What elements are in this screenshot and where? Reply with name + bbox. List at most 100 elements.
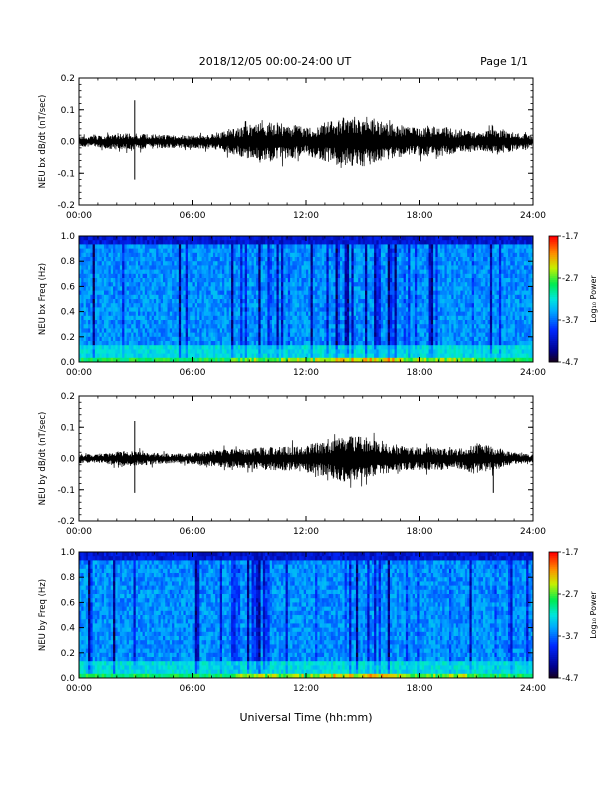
spectrogram-cell: [224, 332, 227, 338]
spectrogram-cell: [212, 240, 216, 245]
spectrogram-cell: [330, 236, 334, 241]
spectrogram-cell: [224, 328, 227, 333]
spectrogram-cell: [174, 236, 178, 241]
spectrogram-cell: [228, 248, 232, 254]
spectrogram-cell: [194, 236, 198, 241]
spectrogram-cell: [303, 252, 307, 258]
spectrogram-cell: [140, 341, 143, 346]
spectrogram-cell: [276, 236, 280, 241]
spectrogram-cell: [269, 244, 273, 249]
spectrogram-cell: [128, 299, 132, 304]
spectrogram-cell: [144, 252, 148, 258]
spectrogram-cell: [142, 324, 146, 329]
spectrogram-cell: [160, 336, 164, 342]
spectrogram-cell: [212, 349, 216, 354]
spectrogram-cell: [115, 336, 118, 342]
spectrogram-cell: [156, 320, 159, 325]
spectrogram-cell: [151, 320, 155, 325]
spectrogram-cell: [133, 320, 137, 325]
spectrogram-cell: [267, 248, 271, 254]
spectrogram-cell: [149, 269, 153, 275]
spectrogram-cell: [85, 345, 89, 350]
spectrogram-cell: [312, 332, 316, 338]
spectrogram-cell: [355, 341, 359, 346]
spectrogram-cell: [194, 353, 198, 359]
spectrogram-cell: [299, 273, 302, 279]
spectrogram-cell: [219, 324, 223, 329]
spectrogram-cell: [101, 286, 105, 291]
spectrogram-cell: [319, 282, 323, 287]
spectrogram-cell: [439, 294, 443, 300]
spectrogram-cell: [224, 269, 227, 275]
spectrogram-cell: [138, 290, 141, 296]
spectrogram-cell: [340, 290, 343, 296]
spectrogram-cell: [185, 328, 189, 333]
spectrogram-cell: [335, 236, 339, 241]
spectrogram-cell: [210, 320, 214, 325]
spectrogram-cell: [110, 236, 114, 241]
spectrogram-cell: [122, 311, 125, 317]
spectrogram-cell: [349, 240, 352, 245]
spectrogram-cell: [439, 307, 443, 312]
spectrogram-cell: [383, 332, 386, 338]
spectrogram-cell: [367, 286, 370, 291]
spectrogram-cell: [417, 307, 420, 312]
spectrogram-cell: [253, 324, 257, 329]
spectrogram-cell: [156, 341, 159, 346]
spectrogram-cell: [326, 248, 330, 254]
spectrogram-cell: [253, 345, 257, 350]
spectrogram-cell: [83, 336, 87, 342]
spectrogram-cell: [81, 261, 84, 266]
spectrogram-cell: [210, 307, 214, 312]
spectrogram-cell: [158, 265, 162, 270]
spectrogram-cell: [315, 269, 318, 275]
spectrogram-cell: [439, 252, 443, 258]
spectrogram-cell: [324, 282, 327, 287]
spectrogram-cell: [201, 307, 205, 312]
spectrogram-cell: [358, 336, 361, 342]
spectrogram-cell: [192, 357, 196, 363]
spectrogram-cell: [344, 240, 348, 245]
spectrogram-cell: [410, 248, 414, 254]
spectrogram-cell: [215, 332, 218, 338]
spectrogram-cell: [165, 303, 168, 308]
spectrogram-cell: [103, 294, 107, 300]
spectrogram-cell: [442, 357, 445, 363]
spectrogram-cell: [140, 286, 143, 291]
spectrogram-cell: [94, 332, 98, 338]
spectrogram-cell: [310, 269, 314, 275]
spectrogram-cell: [119, 248, 123, 254]
spectrogram-cell: [99, 286, 103, 291]
spectrogram-cell: [233, 353, 237, 359]
spectrogram-cell: [185, 324, 189, 329]
spectrogram-cell: [312, 257, 316, 262]
spectrogram-cell: [337, 252, 341, 258]
spectrogram-cell: [101, 345, 105, 350]
spectrogram-cell: [387, 303, 391, 308]
spectrogram-cell: [285, 353, 289, 359]
spectrogram-cell: [240, 332, 243, 338]
spectrogram-cell: [88, 336, 91, 342]
spectrogram-cell: [79, 236, 82, 241]
spectrogram-cell: [333, 273, 336, 279]
spectrogram-cell: [419, 353, 423, 359]
spectrogram-cell: [414, 290, 418, 296]
spectrogram-cell: [265, 294, 268, 300]
spectrogram-cell: [328, 244, 332, 249]
spectrogram-cell: [251, 349, 255, 354]
spectrogram-cell: [392, 332, 395, 338]
spectrogram-cell: [394, 244, 398, 249]
spectrogram-cell: [385, 252, 389, 258]
spectrogram-cell: [414, 341, 418, 346]
spectrogram-cell: [110, 286, 114, 291]
spectrogram-cell: [396, 261, 400, 266]
spectrogram-cell: [224, 265, 227, 270]
spectrogram-cell: [267, 349, 271, 354]
spectrogram-cell: [349, 290, 352, 296]
spectrogram-cell: [178, 341, 182, 346]
spectrogram-cell: [401, 252, 405, 258]
spectrogram-cell: [153, 357, 157, 363]
spectrogram-cell: [374, 320, 377, 325]
spectrogram-cell: [410, 328, 414, 333]
spectrogram-cell: [192, 240, 196, 245]
